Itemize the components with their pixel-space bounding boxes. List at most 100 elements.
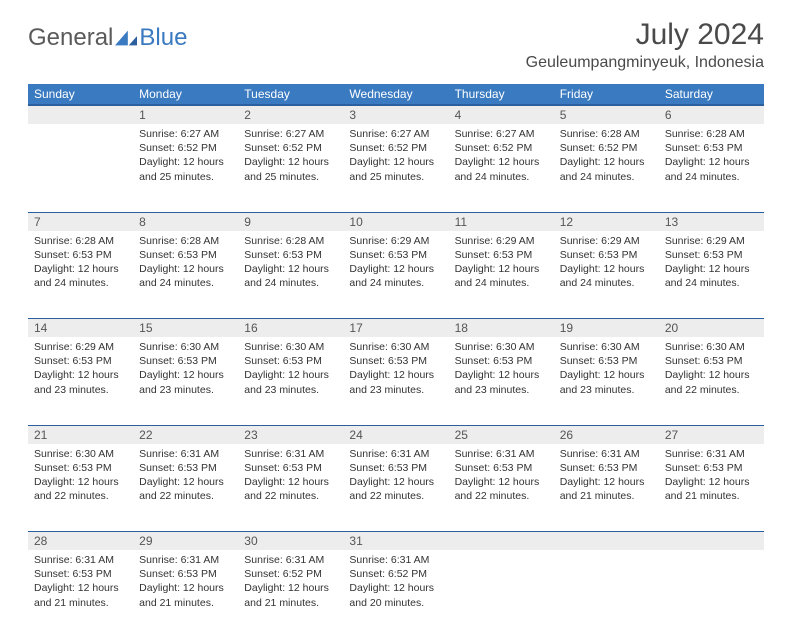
- daylight-line2: and 23 minutes.: [139, 383, 232, 397]
- day-detail: Sunrise: 6:30 AMSunset: 6:53 PMDaylight:…: [238, 337, 343, 403]
- daynum-cell: 5: [554, 105, 659, 124]
- day-cell: [554, 550, 659, 638]
- daylight-line1: Daylight: 12 hours: [665, 368, 758, 382]
- day-cell: Sunrise: 6:31 AMSunset: 6:53 PMDaylight:…: [133, 550, 238, 638]
- day-cell: Sunrise: 6:28 AMSunset: 6:53 PMDaylight:…: [659, 124, 764, 212]
- day-number: 9: [238, 213, 343, 231]
- daylight-line1: Daylight: 12 hours: [665, 475, 758, 489]
- daynum-cell: 3: [343, 105, 448, 124]
- sunrise-line: Sunrise: 6:27 AM: [349, 127, 442, 141]
- day-detail: Sunrise: 6:30 AMSunset: 6:53 PMDaylight:…: [449, 337, 554, 403]
- day-number: 5: [554, 106, 659, 124]
- day-number: 18: [449, 319, 554, 337]
- sunset-line: Sunset: 6:53 PM: [34, 248, 127, 262]
- sunrise-line: Sunrise: 6:27 AM: [244, 127, 337, 141]
- sunset-line: Sunset: 6:52 PM: [244, 141, 337, 155]
- day-number: [659, 532, 764, 536]
- daynum-cell: 10: [343, 212, 448, 231]
- sunrise-line: Sunrise: 6:31 AM: [349, 447, 442, 461]
- brand-part2: Blue: [139, 24, 187, 52]
- sunset-line: Sunset: 6:52 PM: [139, 141, 232, 155]
- day-number: 28: [28, 532, 133, 550]
- day-number: 7: [28, 213, 133, 231]
- day-detail: Sunrise: 6:29 AMSunset: 6:53 PMDaylight:…: [554, 231, 659, 297]
- daynum-cell: 13: [659, 212, 764, 231]
- daynum-cell: 18: [449, 319, 554, 338]
- day-number: 25: [449, 426, 554, 444]
- daynum-cell: 1: [133, 105, 238, 124]
- sunrise-line: Sunrise: 6:30 AM: [244, 340, 337, 354]
- sunset-line: Sunset: 6:53 PM: [665, 354, 758, 368]
- sunset-line: Sunset: 6:53 PM: [244, 354, 337, 368]
- day-number: 27: [659, 426, 764, 444]
- daylight-line1: Daylight: 12 hours: [560, 368, 653, 382]
- title-block: July 2024 Geuleumpangminyeuk, Indonesia: [526, 18, 764, 72]
- sunrise-line: Sunrise: 6:31 AM: [244, 447, 337, 461]
- sunrise-line: Sunrise: 6:28 AM: [139, 234, 232, 248]
- day-detail: Sunrise: 6:28 AMSunset: 6:52 PMDaylight:…: [554, 124, 659, 190]
- sunrise-line: Sunrise: 6:31 AM: [34, 553, 127, 567]
- day-cell: Sunrise: 6:30 AMSunset: 6:53 PMDaylight:…: [238, 337, 343, 425]
- sunrise-line: Sunrise: 6:27 AM: [139, 127, 232, 141]
- day-cell: Sunrise: 6:28 AMSunset: 6:53 PMDaylight:…: [133, 231, 238, 319]
- day-number: 3: [343, 106, 448, 124]
- daynum-cell: 28: [28, 532, 133, 551]
- day-detail: Sunrise: 6:30 AMSunset: 6:53 PMDaylight:…: [554, 337, 659, 403]
- sunrise-line: Sunrise: 6:31 AM: [244, 553, 337, 567]
- sunset-line: Sunset: 6:53 PM: [665, 461, 758, 475]
- daynum-cell: 31: [343, 532, 448, 551]
- day-cell: Sunrise: 6:29 AMSunset: 6:53 PMDaylight:…: [449, 231, 554, 319]
- sunrise-line: Sunrise: 6:30 AM: [34, 447, 127, 461]
- day-cell: Sunrise: 6:27 AMSunset: 6:52 PMDaylight:…: [133, 124, 238, 212]
- day-content-row: Sunrise: 6:28 AMSunset: 6:53 PMDaylight:…: [28, 231, 764, 319]
- daylight-line1: Daylight: 12 hours: [139, 581, 232, 595]
- daylight-line1: Daylight: 12 hours: [139, 262, 232, 276]
- sunset-line: Sunset: 6:53 PM: [665, 141, 758, 155]
- sunrise-line: Sunrise: 6:31 AM: [349, 553, 442, 567]
- daylight-line2: and 22 minutes.: [455, 489, 548, 503]
- daynum-cell: 14: [28, 319, 133, 338]
- day-detail: Sunrise: 6:27 AMSunset: 6:52 PMDaylight:…: [133, 124, 238, 190]
- daylight-line2: and 24 minutes.: [560, 170, 653, 184]
- day-detail: Sunrise: 6:31 AMSunset: 6:53 PMDaylight:…: [343, 444, 448, 510]
- day-cell: Sunrise: 6:28 AMSunset: 6:52 PMDaylight:…: [554, 124, 659, 212]
- day-detail: Sunrise: 6:31 AMSunset: 6:53 PMDaylight:…: [554, 444, 659, 510]
- daylight-line2: and 21 minutes.: [139, 596, 232, 610]
- day-detail: Sunrise: 6:31 AMSunset: 6:53 PMDaylight:…: [133, 550, 238, 616]
- weekday-header: Tuesday: [238, 84, 343, 105]
- daylight-line1: Daylight: 12 hours: [139, 475, 232, 489]
- day-number: 19: [554, 319, 659, 337]
- daynum-cell: 6: [659, 105, 764, 124]
- day-number: 24: [343, 426, 448, 444]
- sunset-line: Sunset: 6:53 PM: [244, 461, 337, 475]
- daylight-line2: and 21 minutes.: [244, 596, 337, 610]
- day-detail: Sunrise: 6:30 AMSunset: 6:53 PMDaylight:…: [343, 337, 448, 403]
- sunset-line: Sunset: 6:53 PM: [34, 461, 127, 475]
- daylight-line2: and 25 minutes.: [139, 170, 232, 184]
- day-detail: Sunrise: 6:30 AMSunset: 6:53 PMDaylight:…: [28, 444, 133, 510]
- sunset-line: Sunset: 6:53 PM: [34, 354, 127, 368]
- daynum-cell: 26: [554, 425, 659, 444]
- day-cell: Sunrise: 6:30 AMSunset: 6:53 PMDaylight:…: [28, 444, 133, 532]
- day-cell: Sunrise: 6:31 AMSunset: 6:53 PMDaylight:…: [449, 444, 554, 532]
- day-number: [449, 532, 554, 536]
- daylight-line1: Daylight: 12 hours: [349, 581, 442, 595]
- day-cell: Sunrise: 6:30 AMSunset: 6:53 PMDaylight:…: [554, 337, 659, 425]
- calendar-table: Sunday Monday Tuesday Wednesday Thursday…: [28, 84, 764, 638]
- sunset-line: Sunset: 6:53 PM: [560, 354, 653, 368]
- day-detail: Sunrise: 6:27 AMSunset: 6:52 PMDaylight:…: [449, 124, 554, 190]
- day-detail: Sunrise: 6:31 AMSunset: 6:53 PMDaylight:…: [238, 444, 343, 510]
- weekday-header: Saturday: [659, 84, 764, 105]
- day-detail: Sunrise: 6:30 AMSunset: 6:53 PMDaylight:…: [133, 337, 238, 403]
- day-cell: Sunrise: 6:31 AMSunset: 6:52 PMDaylight:…: [238, 550, 343, 638]
- day-cell: Sunrise: 6:30 AMSunset: 6:53 PMDaylight:…: [133, 337, 238, 425]
- daynum-cell: 8: [133, 212, 238, 231]
- brand-part1: General: [28, 24, 113, 52]
- daylight-line2: and 22 minutes.: [139, 489, 232, 503]
- day-cell: Sunrise: 6:31 AMSunset: 6:53 PMDaylight:…: [28, 550, 133, 638]
- sunset-line: Sunset: 6:53 PM: [139, 248, 232, 262]
- daynum-cell: 2: [238, 105, 343, 124]
- day-detail: Sunrise: 6:31 AMSunset: 6:53 PMDaylight:…: [449, 444, 554, 510]
- daylight-line2: and 24 minutes.: [349, 276, 442, 290]
- sunset-line: Sunset: 6:53 PM: [139, 567, 232, 581]
